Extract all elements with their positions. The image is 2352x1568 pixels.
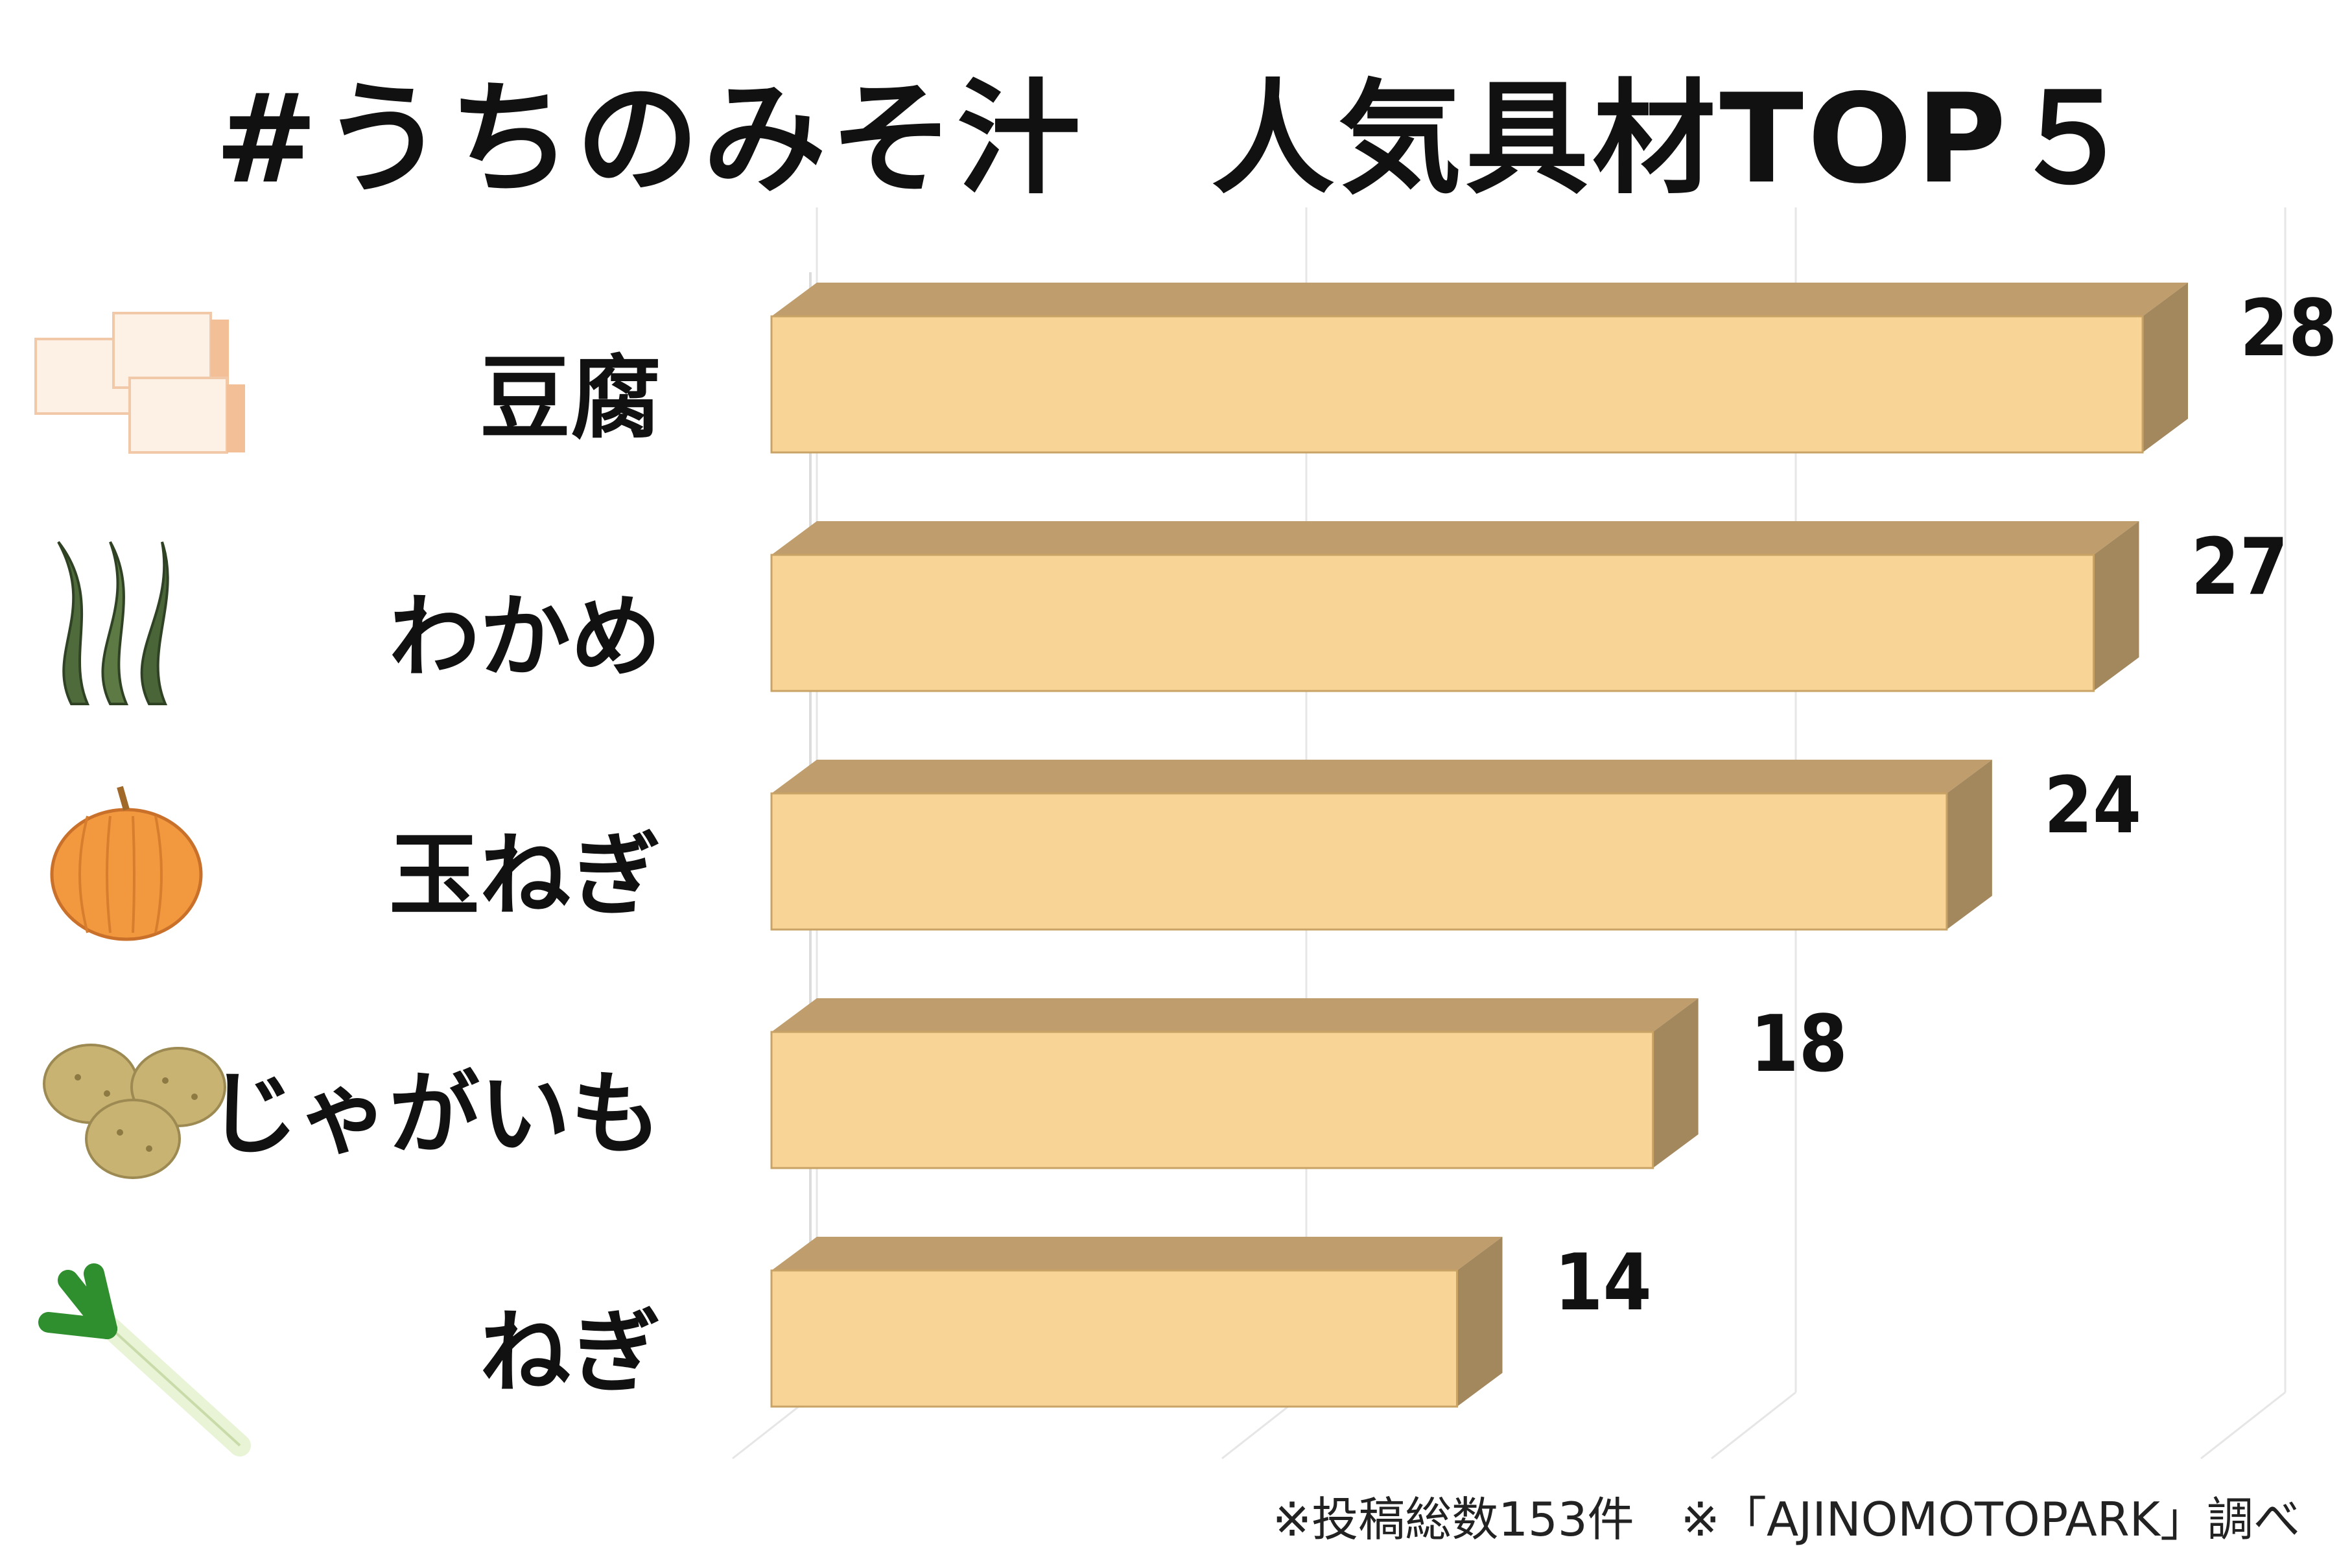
bar-side-face bbox=[2143, 283, 2188, 452]
bar-front-face bbox=[770, 1031, 1654, 1169]
category-label: わかめ bbox=[389, 585, 661, 690]
gridline-floor bbox=[2200, 1391, 2286, 1460]
ingredient-icons bbox=[34, 312, 251, 1457]
bar bbox=[770, 521, 2139, 692]
bar-top-face bbox=[771, 1237, 1503, 1270]
bar bbox=[770, 998, 1699, 1169]
chart-title: #うちのみそ汁 人気具材TOP５ bbox=[215, 67, 2137, 211]
labels: 28 豆腐 27 わかめ 24 玉ねぎ 18 じゃがいも 14 ねぎ bbox=[207, 284, 2337, 1406]
bar-top-face bbox=[771, 283, 2188, 316]
bar-front-face bbox=[770, 554, 2095, 692]
value-label: 18 bbox=[1750, 1000, 1848, 1090]
potato-icon bbox=[43, 1044, 226, 1179]
bars bbox=[770, 283, 2188, 1408]
value-label: 14 bbox=[1555, 1238, 1652, 1328]
onion-icon bbox=[50, 786, 203, 941]
category-label: ねぎ bbox=[480, 1300, 661, 1406]
bar-top-face bbox=[771, 760, 1992, 793]
bar-side-face bbox=[1652, 998, 1699, 1168]
bar-front-face bbox=[770, 315, 2144, 454]
category-label: 豆腐 bbox=[480, 346, 661, 452]
category-label: 玉ねぎ bbox=[389, 823, 661, 929]
value-label: 24 bbox=[2044, 761, 2141, 851]
green-onion-icon bbox=[38, 1263, 251, 1457]
bar-front-face bbox=[770, 1269, 1458, 1408]
value-label: 27 bbox=[2191, 522, 2288, 613]
bar-side-face bbox=[2093, 521, 2139, 691]
category-label: じゃがいも bbox=[207, 1062, 661, 1167]
bar bbox=[770, 283, 2188, 454]
bar bbox=[770, 1237, 1503, 1408]
tofu-icon bbox=[34, 312, 245, 454]
bar bbox=[770, 760, 1992, 931]
bar-side-face bbox=[1457, 1237, 1503, 1407]
bar-top-face bbox=[771, 521, 2139, 555]
value-label: 28 bbox=[2240, 284, 2337, 374]
wakame-icon bbox=[57, 541, 169, 705]
source-footnote: ※投稿総数153件 ※「AJINOMOTOPARK」調べ bbox=[1272, 1492, 2300, 1547]
bar-front-face bbox=[770, 792, 1948, 931]
bar-top-face bbox=[771, 998, 1699, 1032]
bar-side-face bbox=[1946, 760, 1992, 930]
gridline-floor bbox=[1711, 1391, 1796, 1460]
